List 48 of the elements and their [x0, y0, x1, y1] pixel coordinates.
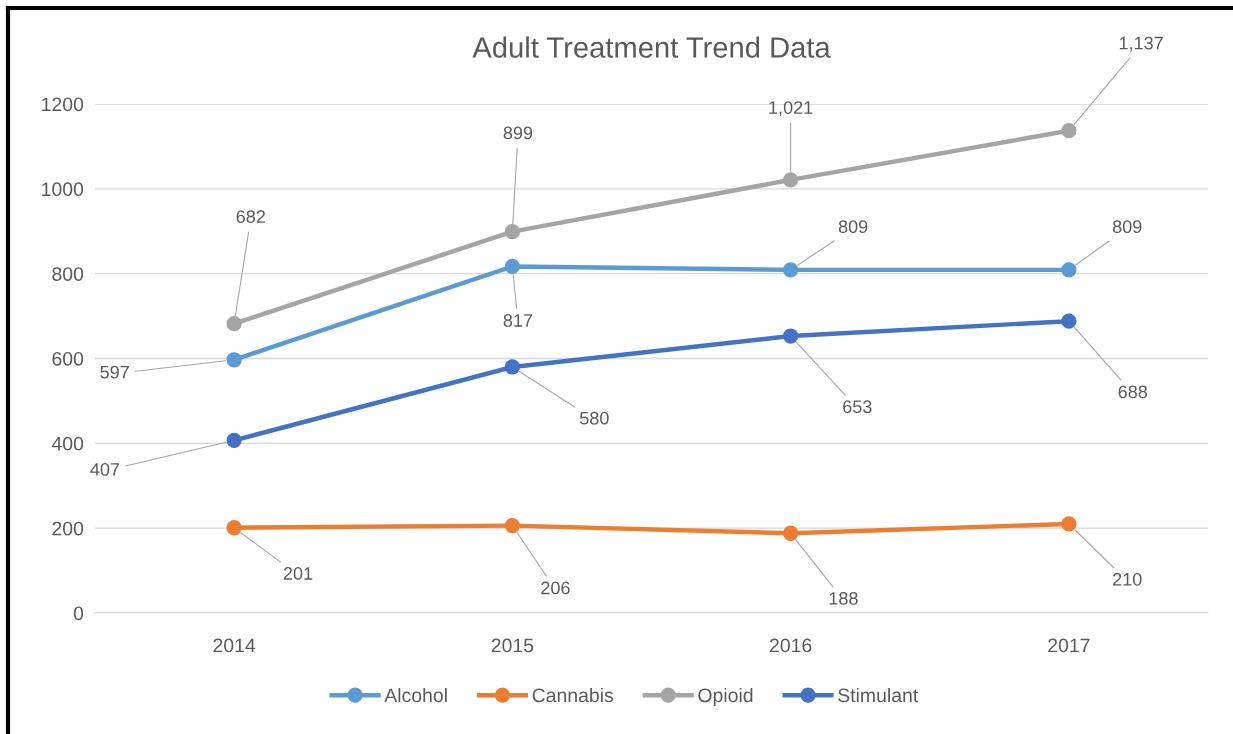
- point: [226, 520, 242, 536]
- point: [782, 525, 799, 541]
- data-label: 653: [843, 400, 872, 414]
- y-tick-label: 400: [51, 436, 84, 451]
- chart-title: Adult Treatment Trend Data: [472, 36, 831, 58]
- point: [782, 328, 799, 344]
- x-tick-label: 2014: [213, 638, 256, 653]
- data-label: 210: [1113, 572, 1142, 586]
- point: [504, 224, 521, 240]
- point: [1061, 516, 1077, 532]
- data-label: 809: [838, 220, 868, 234]
- data-label: 206: [541, 581, 570, 595]
- point: [504, 517, 521, 534]
- y-tick-label: 200: [52, 521, 84, 536]
- y-tick-label: 0: [73, 606, 84, 621]
- data-label: 1,137: [1119, 36, 1163, 52]
- legend-label: Opioid: [698, 687, 753, 707]
- y-tick-label: 1200: [42, 97, 84, 112]
- data-label: 688: [1118, 385, 1148, 399]
- point: [226, 316, 242, 332]
- y-tick-label: 800: [52, 267, 84, 281]
- y-tick-label: 1000: [42, 182, 84, 197]
- legend-label: Alcohol: [384, 687, 447, 703]
- data-label: 809: [1112, 220, 1142, 234]
- data-label: 407: [90, 462, 120, 476]
- point: [226, 352, 242, 368]
- point: [1061, 313, 1077, 329]
- data-label: 201: [283, 567, 313, 580]
- point: [226, 432, 242, 449]
- x-tick-label: 2015: [491, 638, 534, 653]
- data-label: 817: [503, 314, 533, 327]
- point: [504, 258, 521, 275]
- point: [782, 172, 799, 188]
- point: [782, 262, 799, 278]
- y-tick-label: 600: [52, 351, 84, 366]
- data-label: 899: [503, 126, 533, 140]
- point: [504, 359, 521, 375]
- data-label: 580: [579, 411, 609, 425]
- data-label: 597: [100, 365, 129, 379]
- point: [1061, 262, 1077, 278]
- x-tick-label: 2016: [769, 638, 812, 653]
- point: [1061, 123, 1077, 139]
- x-tick-label: 2017: [1048, 638, 1090, 653]
- legend-label: Stimulant: [838, 687, 919, 703]
- data-label: 188: [829, 591, 858, 605]
- data-label: 1,021: [769, 101, 813, 117]
- data-label: 682: [236, 210, 265, 224]
- legend-label: Cannabis: [532, 687, 614, 703]
